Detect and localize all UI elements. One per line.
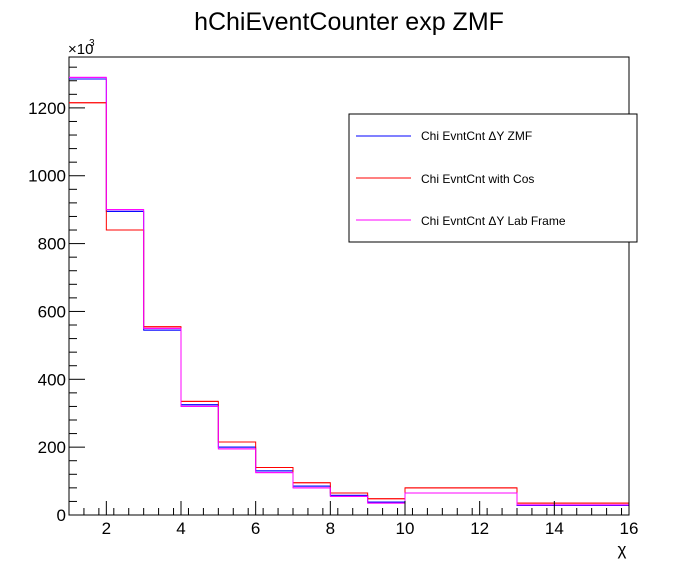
x-tick-label: 4 [176, 519, 185, 538]
y-tick-label: 1000 [28, 167, 66, 186]
x-tick-label: 12 [470, 519, 489, 538]
y-multiplier-exponent: 3 [89, 38, 95, 49]
x-tick-label: 10 [396, 519, 415, 538]
x-axis-label: χ [618, 540, 627, 559]
legend-label-cos: Chi EvntCnt with Cos [421, 172, 534, 186]
y-tick-label: 800 [38, 235, 66, 254]
plot-area: 2 4 6 8 10 12 14 16 0 200 400 600 800 1000 1200 [28, 56, 639, 538]
legend-label-lab: Chi EvntCnt ΔY Lab Frame [421, 214, 566, 228]
legend: Chi EvntCnt ΔY ZMF Chi EvntCnt with Cos … [348, 113, 638, 243]
x-tick-label: 2 [102, 519, 111, 538]
plot-frame [68, 56, 630, 516]
y-tick-label: 1200 [28, 99, 66, 118]
y-multiplier: ×10 3 [68, 38, 95, 58]
y-tick-label: 200 [38, 438, 66, 457]
y-tick-label: 0 [57, 506, 66, 525]
y-tick-label: 400 [38, 370, 66, 389]
x-tick-label: 6 [251, 519, 260, 538]
chart-title: hChiEventCounter exp ZMF [194, 8, 504, 36]
legend-label-zmf: Chi EvntCnt ΔY ZMF [421, 129, 532, 143]
x-tick-label: 14 [545, 519, 564, 538]
x-tick-label: 8 [326, 519, 335, 538]
y-multiplier-label: ×10 [68, 41, 93, 58]
x-tick-label: 16 [620, 519, 639, 538]
y-tick-label: 600 [38, 302, 66, 321]
